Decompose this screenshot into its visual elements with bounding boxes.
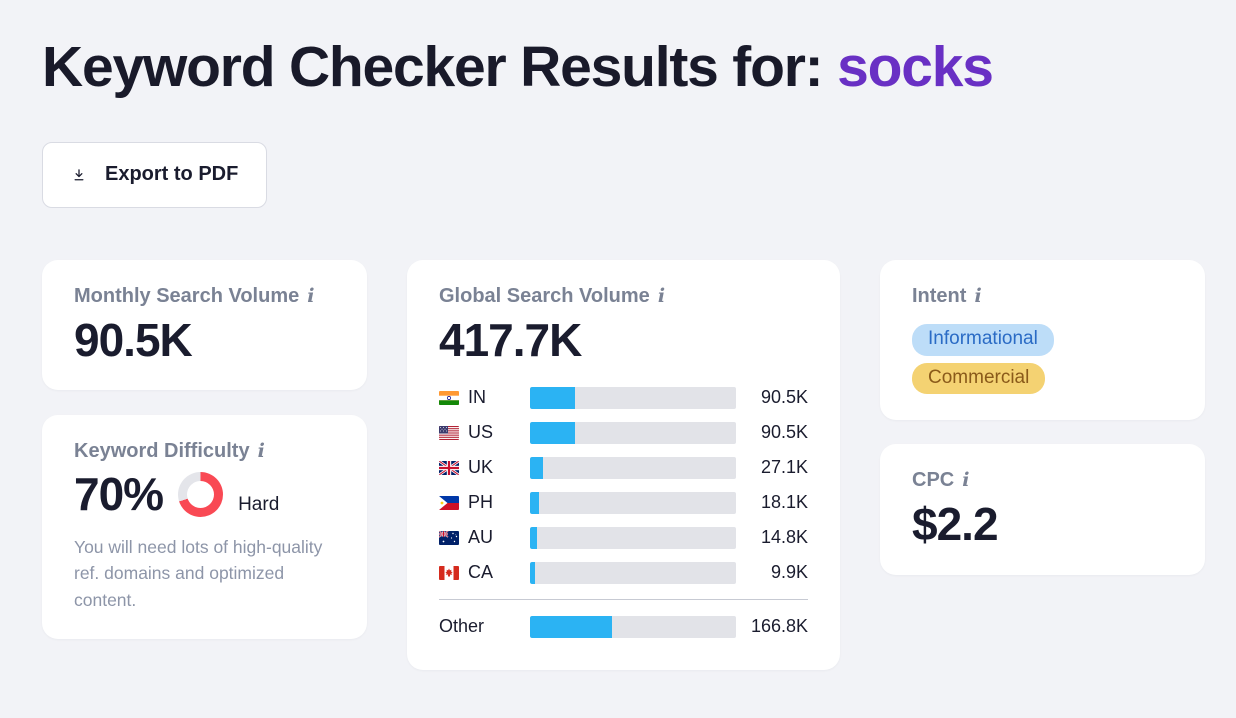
cpc-label: CPC [912, 469, 955, 492]
intent-badge-informational: Informational [912, 323, 1054, 356]
geo-bar-fill [530, 491, 539, 514]
flag-ph-icon [439, 495, 459, 510]
global-search-volume-label: Global Search Volume [439, 284, 650, 307]
geo-row-other: Other 166.8K [439, 609, 808, 644]
flag-in-icon [439, 390, 459, 405]
geo-row-in: IN 90.5K [439, 380, 808, 415]
intent-card: Intent i Informational Commercial [880, 259, 1205, 421]
info-icon[interactable]: i [657, 284, 666, 307]
geo-country-label: US [468, 422, 494, 443]
monthly-search-volume-value: 90.5K [74, 313, 193, 366]
card-label: CPC i [912, 469, 1173, 492]
download-icon [69, 168, 89, 182]
cpc-value: $2.2 [912, 498, 999, 551]
global-search-volume-card: Global Search Volume i 417.7K IN [407, 259, 840, 671]
difficulty-description: You will need lots of high-quality ref. … [74, 537, 323, 610]
geo-bar-track [530, 491, 736, 514]
geo-bar-fill [530, 386, 575, 409]
geo-bar-track [530, 421, 736, 444]
geo-value: 90.5K [760, 387, 808, 408]
geo-value: 18.1K [760, 492, 808, 513]
geo-country-label: UK [468, 457, 494, 478]
geo-country-label: PH [468, 492, 494, 513]
geo-value: 90.5K [760, 422, 808, 443]
intent-badge-commercial: Commercial [912, 362, 1046, 395]
geo-value: 166.8K [750, 616, 808, 637]
flag-us-icon [439, 425, 459, 440]
geo-divider [439, 599, 808, 601]
page-title-keyword: socks [837, 35, 994, 99]
export-pdf-label: Export to PDF [105, 163, 239, 186]
flag-ca-icon [439, 565, 459, 580]
geo-bar-fill [530, 561, 535, 584]
card-label: Monthly Search Volume i [74, 285, 335, 308]
geo-row-us: US 90.5K [439, 415, 808, 450]
geo-bar-fill [530, 526, 538, 549]
geo-row-ca: CA 9.9K [439, 555, 808, 590]
keyword-difficulty-label: Keyword Difficulty [74, 440, 250, 463]
monthly-search-volume-label: Monthly Search Volume [74, 284, 300, 307]
geo-bar-fill [530, 421, 575, 444]
middle-column: Global Search Volume i 417.7K IN [407, 259, 840, 671]
left-column: Monthly Search Volume i 90.5K Keyword Di… [42, 259, 367, 639]
flag-au-icon [439, 530, 459, 545]
page-title: Keyword Checker Results for: socks [42, 35, 1205, 100]
difficulty-level-label: Hard [238, 494, 280, 516]
keyword-difficulty-value: 70% [74, 468, 164, 521]
geo-bar-track [530, 526, 736, 549]
geo-row-uk: UK 27.1K [439, 450, 808, 485]
right-column: Intent i Informational Commercial CPC i … [880, 259, 1205, 575]
geo-row-au: AU 14.8K [439, 520, 808, 555]
monthly-search-volume-card: Monthly Search Volume i 90.5K [42, 259, 367, 391]
geo-country-label: IN [468, 387, 486, 408]
page: Keyword Checker Results for: socks Expor… [42, 35, 1205, 671]
info-icon[interactable]: i [307, 284, 315, 307]
intent-label: Intent [912, 284, 967, 307]
cpc-card: CPC i $2.2 [880, 444, 1205, 575]
info-icon[interactable]: i [962, 469, 970, 492]
export-pdf-button[interactable]: Export to PDF [42, 141, 268, 208]
geo-bar-track [530, 386, 736, 409]
page-title-prefix: Keyword Checker Results for: [42, 35, 824, 99]
geo-country-label: AU [468, 527, 494, 548]
geo-bar-fill [530, 615, 613, 638]
geo-value: 9.9K [770, 562, 808, 583]
info-icon[interactable]: i [257, 440, 265, 463]
keyword-difficulty-row: 70% Hard [74, 471, 335, 517]
geo-row-ph: PH 18.1K [439, 485, 808, 520]
info-icon[interactable]: i [974, 284, 982, 307]
geo-country-label: Other [439, 616, 485, 637]
geo-value: 27.1K [760, 457, 808, 478]
geo-value: 14.8K [760, 527, 808, 548]
difficulty-donut [178, 471, 224, 517]
card-label: Keyword Difficulty i [74, 440, 335, 463]
global-search-volume-value: 417.7K [439, 313, 582, 366]
intent-badges: Informational Commercial [912, 323, 1173, 395]
card-label: Global Search Volume i [439, 285, 808, 308]
flag-uk-icon [439, 460, 459, 475]
geo-bar-track [530, 561, 736, 584]
geo-bar-track [530, 456, 736, 479]
cards-grid: Monthly Search Volume i 90.5K Keyword Di… [42, 259, 1205, 671]
geo-bar-track [530, 615, 736, 638]
keyword-difficulty-card: Keyword Difficulty i 70% Hard You will n… [42, 415, 367, 639]
geo-country-label: CA [468, 562, 494, 583]
card-label: Intent i [912, 285, 1173, 308]
geo-bar-fill [530, 456, 544, 479]
geo-distribution: IN 90.5K US [439, 380, 808, 644]
